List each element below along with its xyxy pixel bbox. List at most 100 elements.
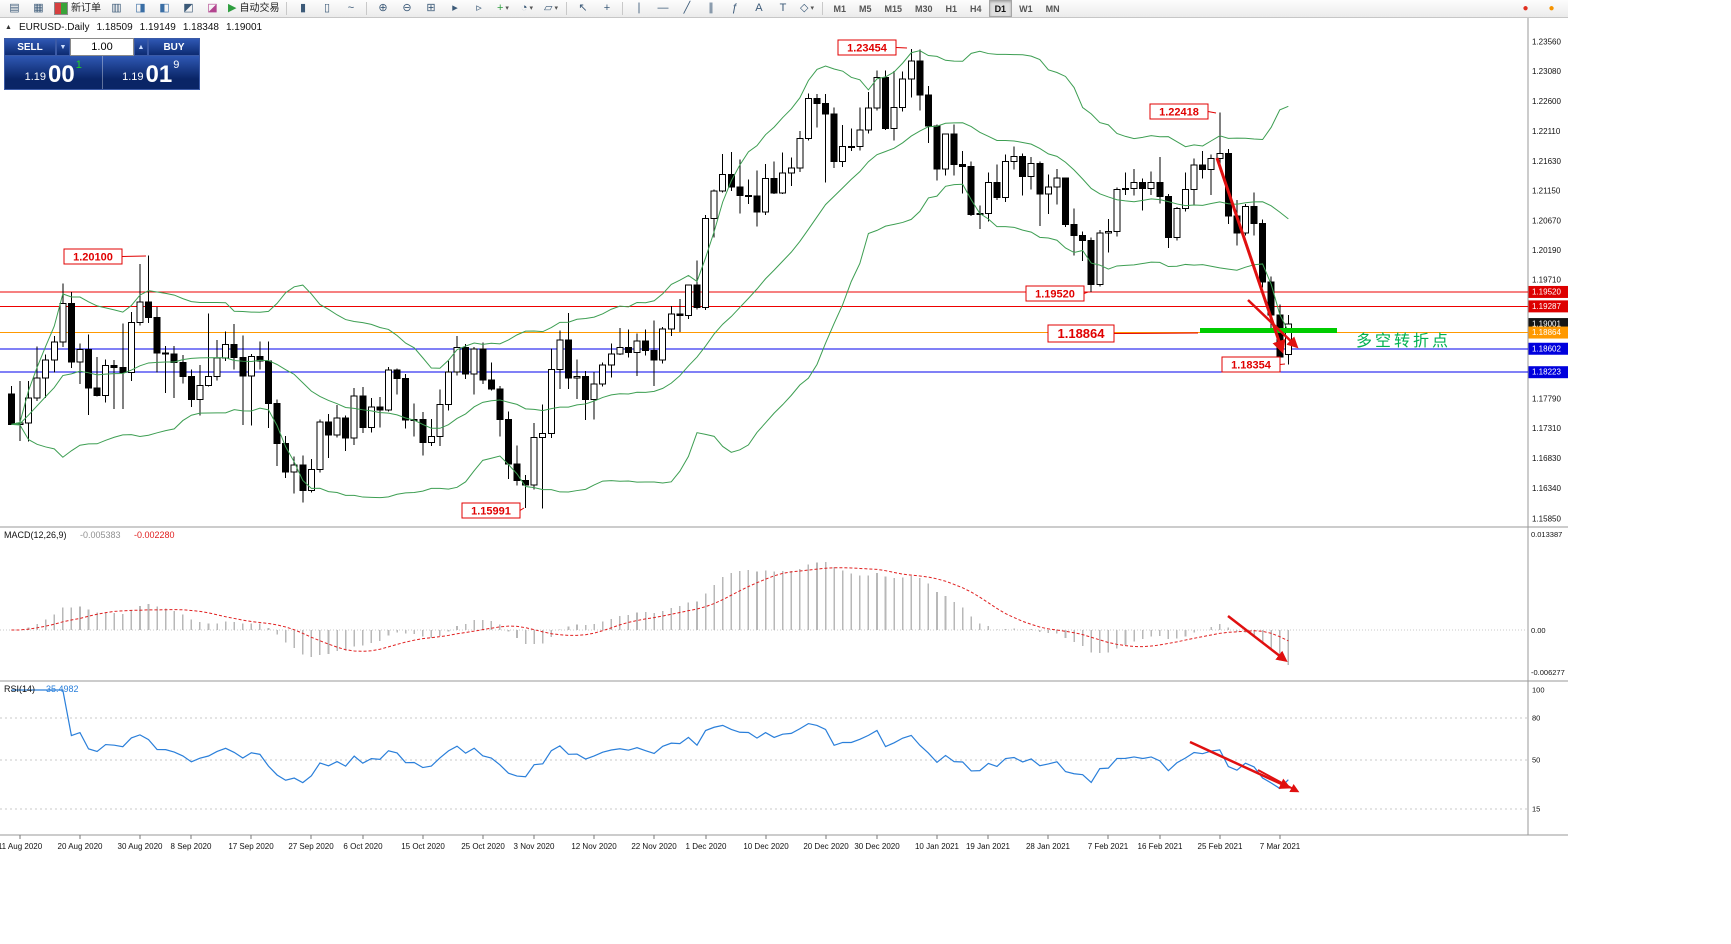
trend-arrow[interactable] [1257,769,1300,793]
new-order-button[interactable]: 新订单 [51,0,104,18]
svg-text:25 Oct 2020: 25 Oct 2020 [461,842,505,851]
zoom-out-icon[interactable]: ⊖ [395,0,418,18]
volume-down-button[interactable]: ▼ [56,38,70,56]
sell-button[interactable]: SELL [4,38,56,56]
buy-button[interactable]: BUY [148,38,200,56]
navigator-icon[interactable]: ◧ [153,0,176,18]
terminal-icon[interactable]: ◩ [177,0,200,18]
svg-text:100: 100 [1532,686,1545,695]
alert-icon[interactable]: ● [1522,2,1529,14]
trendline-icon[interactable]: ╱ [675,0,698,18]
turning-point-label: 多空转折点 [1356,332,1451,350]
timeframe-m1-button[interactable]: M1 [833,3,846,14]
volume-up-button[interactable]: ▲ [134,38,148,56]
crosshair-icon[interactable]: + [595,0,618,18]
buy-price[interactable]: 1.19 01 9 [103,56,200,89]
price-scale[interactable]: 1.23560 1.23080 1.22600 1.22110 1.21630 1.211… [1528,38,1569,524]
price-annotation[interactable]: 1.19520 [1025,285,1089,302]
shapes-button[interactable]: ◇ ▾ [795,0,818,18]
rsi-value: 35.4982 [46,684,79,694]
tile-windows-icon[interactable]: ⊞ [419,0,442,18]
svg-text:1.23454: 1.23454 [847,42,888,54]
svg-text:1.18223: 1.18223 [1532,368,1561,377]
bar-chart-icon[interactable]: ▮ [291,0,314,18]
text-icon[interactable]: A [747,0,770,18]
auto-trading-button-label: 自动交易 [239,2,280,14]
trend-arrow[interactable] [1247,299,1299,349]
auto-scroll-icon[interactable]: ▸ [443,0,466,18]
price-annotation[interactable]: 1.20100 [63,248,147,265]
chart-shift-icon[interactable]: ▹ [467,0,490,18]
svg-text:20 Dec 2020: 20 Dec 2020 [803,842,849,851]
timeframe-w1-button[interactable]: W1 [1019,3,1033,14]
rsi-label: RSI(14) [4,684,35,694]
timeframe-h4-button[interactable]: H4 [970,3,982,14]
svg-text:6 Oct 2020: 6 Oct 2020 [343,842,383,851]
one-click-collapse-arrow-icon[interactable]: ▲ [5,24,12,31]
auto-trading-button[interactable]: ▶ 自动交易 [225,0,282,18]
trend-arrow[interactable] [1227,615,1288,663]
svg-text:0.013387: 0.013387 [1531,530,1562,539]
time-scale[interactable]: 11 Aug 2020 20 Aug 2020 30 Aug 2020 8 Sep 2… [0,835,1301,851]
svg-text:1 Dec 2020: 1 Dec 2020 [686,842,727,851]
market-watch-icon[interactable]: ▥ [105,0,128,18]
cursor-icon[interactable]: ↖ [571,0,594,18]
toolbar-separator [622,2,624,15]
buy-price-big: 01 [145,61,173,89]
candlestick-chart-icon[interactable]: ▯ [315,0,338,18]
svg-text:1.16340: 1.16340 [1532,484,1561,493]
svg-text:-0.006277: -0.006277 [1531,668,1565,677]
line-chart-icon: ~ [347,2,355,14]
channel-icon[interactable]: ∥ [699,0,722,18]
timeframe-m5-button[interactable]: M5 [858,3,872,14]
svg-text:12 Nov 2020: 12 Nov 2020 [571,842,617,851]
trend-arrow[interactable] [1189,740,1292,789]
data-window-icon: ◨ [135,2,146,14]
fibonacci-icon[interactable]: ƒ [723,0,746,18]
svg-text:1.22418: 1.22418 [1159,106,1199,118]
svg-text:19 Jan 2021: 19 Jan 2021 [966,842,1011,851]
volume-input[interactable] [70,38,134,56]
svg-text:30 Dec 2020: 30 Dec 2020 [854,842,900,851]
sell-price-base: 1.19 [24,71,47,83]
timeframe-d1-button[interactable]: D1 [988,0,1013,17]
price-annotation[interactable]: 1.15991 [461,502,525,519]
label-icon[interactable]: T [771,0,794,18]
sell-price[interactable]: 1.19 00 1 [5,56,102,89]
svg-text:10 Jan 2021: 10 Jan 2021 [915,842,960,851]
periods-button[interactable]: ◔ ▾ [515,0,538,18]
strategy-tester-icon[interactable]: ◪ [201,0,224,18]
svg-text:1.18602: 1.18602 [1532,344,1561,353]
timeframe-m30-button[interactable]: M30 [915,3,933,14]
label-icon: T [779,2,787,14]
price-annotation[interactable]: 1.18864 [1047,324,1199,343]
new-chart-icon[interactable]: ▤ [3,0,26,18]
timeframe-h1-button[interactable]: H1 [945,3,958,14]
indicators-button: + [496,2,504,14]
main-chart-panel [0,48,1528,509]
horizontal-line-icon[interactable]: ― [651,0,674,18]
price-annotation[interactable]: 1.23454 [837,39,908,56]
svg-text:1.19710: 1.19710 [1532,276,1561,285]
trend-arrow[interactable] [1215,157,1286,354]
bollinger-lower-line [11,183,1289,499]
vertical-line-icon[interactable]: ∣ [627,0,650,18]
rsi-panel: RSI(14) 35.4982 100 80 50 15 [0,684,1545,814]
svg-text:11 Aug 2020: 11 Aug 2020 [0,842,43,851]
svg-text:30 Aug 2020: 30 Aug 2020 [118,842,163,851]
price-annotation[interactable]: 1.22418 [1149,103,1217,120]
timeframe-m15-button[interactable]: M15 [884,3,903,14]
svg-text:1.23560: 1.23560 [1532,38,1561,47]
svg-text:1.17790: 1.17790 [1532,394,1561,403]
profiles-icon[interactable]: ▦ [27,0,50,18]
notification-icon[interactable]: ● [1548,2,1555,14]
data-window-icon[interactable]: ◨ [129,0,152,18]
line-chart-icon[interactable]: ~ [339,0,362,18]
trendline-icon: ╱ [683,2,691,14]
indicators-button[interactable]: + ▾ [491,0,514,18]
price-annotation[interactable]: 1.18354 [1221,356,1286,373]
templates-button[interactable]: ▱ ▾ [539,0,562,18]
zoom-in-icon[interactable]: ⊕ [371,0,394,18]
timeframe-mn-button[interactable]: MN [1045,3,1060,14]
